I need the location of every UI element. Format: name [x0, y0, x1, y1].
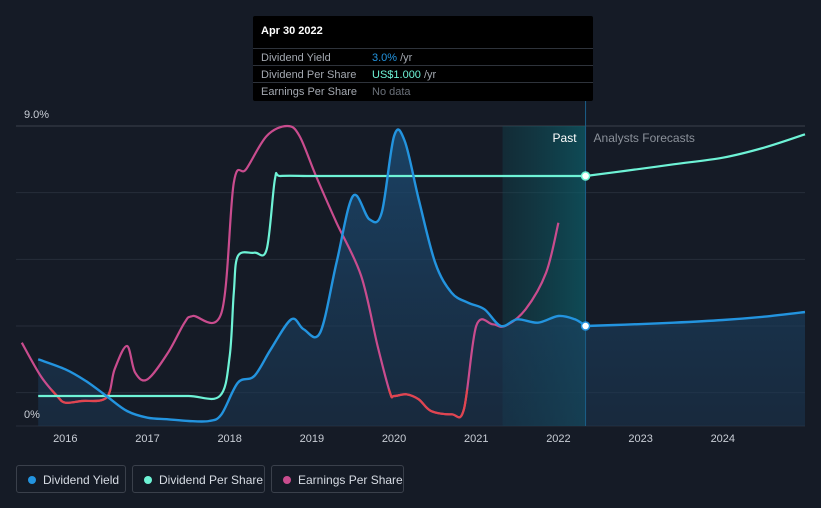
earnings-per-share-low-segment: [49, 389, 469, 419]
legend-item-dividend-yield[interactable]: Dividend Yield: [16, 465, 126, 493]
dividend-per-share-forecast-line: [585, 133, 806, 178]
tooltip: Apr 30 2022 Dividend Yield 3.0%/yr Divid…: [253, 16, 593, 101]
dividend-yield-dot-icon: [28, 476, 36, 484]
dividend-per-share-dot-icon: [144, 476, 152, 484]
legend-label: Dividend Yield: [43, 473, 120, 487]
legend-label: Earnings Per Share: [298, 473, 403, 487]
tooltip-value: US$1.000: [372, 69, 421, 81]
x-tick-label: 2019: [300, 433, 324, 445]
dividend-yield-marker: [580, 321, 591, 331]
tooltip-value: No data: [372, 86, 411, 98]
x-tick-label: 2016: [53, 433, 77, 445]
x-tick-label: 2023: [628, 433, 652, 445]
legend-label: Dividend Per Share: [159, 473, 264, 487]
legend-item-earnings-per-share[interactable]: Earnings Per Share: [271, 465, 404, 493]
tooltip-row-earnings-per-share: Earnings Per Share No data: [253, 82, 593, 100]
dividend-yield-forecast-line: [585, 310, 806, 328]
dividend-yield-area: [38, 129, 805, 427]
tooltip-label: Dividend Per Share: [261, 69, 357, 81]
tooltip-label: Dividend Yield: [261, 52, 331, 64]
dividend-per-share-marker: [580, 171, 591, 181]
tooltip-label: Earnings Per Share: [261, 86, 357, 98]
dividend-per-share-line: [38, 171, 586, 401]
tooltip-date: Apr 30 2022: [261, 25, 323, 37]
x-tick-label: 2022: [546, 433, 570, 445]
y-axis-bottom-label: 0%: [24, 409, 40, 421]
earnings-per-share-dot-icon: [283, 476, 291, 484]
tooltip-unit: /yr: [423, 69, 437, 81]
analysts-forecasts-label: Analysts Forecasts: [594, 131, 695, 145]
tooltip-row-dividend-yield: Dividend Yield 3.0%/yr: [253, 48, 593, 66]
x-tick-label: 2024: [711, 433, 735, 445]
x-tick-label: 2018: [217, 433, 241, 445]
past-label: Past: [553, 131, 578, 145]
x-tick-label: 2017: [135, 433, 159, 445]
x-tick-label: 2020: [382, 433, 406, 445]
y-axis-top-label: 9.0%: [24, 109, 49, 121]
tooltip-row-dividend-per-share: Dividend Per Share US$1.000/yr: [253, 65, 593, 83]
tooltip-unit: /yr: [400, 52, 413, 64]
legend-item-dividend-per-share[interactable]: Dividend Per Share: [132, 465, 265, 493]
dividend-yield-line: [37, 128, 587, 423]
x-tick-label: 2021: [464, 433, 488, 445]
tooltip-value: 3.0%: [372, 52, 398, 64]
